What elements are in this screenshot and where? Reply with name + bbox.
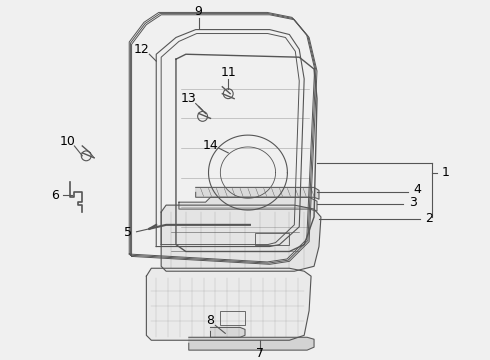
Text: 3: 3 xyxy=(409,196,416,209)
Polygon shape xyxy=(179,197,317,211)
Text: 8: 8 xyxy=(206,314,215,327)
Bar xyxy=(220,311,245,325)
Text: 10: 10 xyxy=(60,135,75,148)
Polygon shape xyxy=(161,205,321,271)
Bar xyxy=(255,233,290,244)
Text: 4: 4 xyxy=(414,183,421,196)
Text: 2: 2 xyxy=(425,212,433,225)
Polygon shape xyxy=(189,337,314,350)
Text: 14: 14 xyxy=(202,139,219,153)
Polygon shape xyxy=(147,268,311,340)
Text: 6: 6 xyxy=(51,189,59,202)
Polygon shape xyxy=(211,328,245,337)
Text: 1: 1 xyxy=(441,166,449,179)
Text: 12: 12 xyxy=(134,43,149,56)
Polygon shape xyxy=(196,188,319,199)
Text: 11: 11 xyxy=(220,67,236,80)
Text: 5: 5 xyxy=(123,226,132,239)
Text: 13: 13 xyxy=(181,92,196,105)
Text: 9: 9 xyxy=(195,5,202,18)
Text: 7: 7 xyxy=(256,347,264,360)
